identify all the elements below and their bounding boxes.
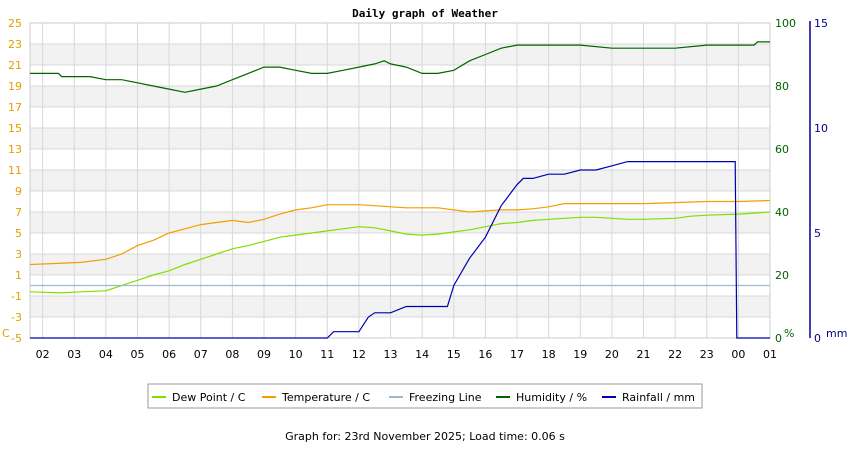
x-tick-label: 12 — [352, 348, 366, 361]
y-tick-label-temp: 19 — [8, 80, 22, 93]
grid-band — [30, 296, 770, 317]
series-line — [29, 199, 771, 266]
y-tick-label-temp: 13 — [8, 143, 22, 156]
x-tick-label: 18 — [542, 348, 556, 361]
x-tick-label: 20 — [605, 348, 619, 361]
legend: Dew Point / C Temperature / C Freezing Lin… — [147, 383, 703, 409]
grid-band — [30, 44, 770, 65]
y-tick-label-temp: 9 — [15, 185, 22, 198]
legend-label: Rainfall / mm — [622, 391, 695, 404]
x-tick-label: 21 — [637, 348, 651, 361]
y-tick-label-rain: 5 — [814, 227, 821, 240]
grid-band — [30, 170, 770, 191]
x-tick-label: 16 — [478, 348, 492, 361]
x-tick-label: 00 — [731, 348, 745, 361]
chart-title: Daily graph of Weather — [352, 7, 498, 20]
grid-band — [30, 233, 770, 254]
x-tick-label: 22 — [668, 348, 682, 361]
x-tick-label: 09 — [257, 348, 271, 361]
y-axis-unit-rain: mm — [826, 327, 847, 340]
legend-label: Temperature / C — [281, 391, 370, 404]
grid-band — [30, 23, 770, 44]
y-tick-label-humidity: 100 — [775, 17, 796, 30]
grid-band — [30, 149, 770, 170]
y-tick-label-temp: 15 — [8, 122, 22, 135]
plot-frame — [29, 22, 771, 339]
series-line — [30, 161, 770, 339]
y-tick-label-temp: -1 — [11, 290, 22, 303]
x-tick-label: 02 — [36, 348, 50, 361]
x-tick-label: 10 — [289, 348, 303, 361]
y-tick-label-humidity: 40 — [775, 206, 789, 219]
y-tick-label-temp: -3 — [11, 311, 22, 324]
plot-series — [29, 41, 771, 339]
grid-band — [30, 65, 770, 86]
x-tick-label: 23 — [700, 348, 714, 361]
series-line — [29, 211, 771, 294]
y-tick-label-temp: 11 — [8, 164, 22, 177]
y-tick-label-rain: 15 — [814, 17, 828, 30]
x-tick-label: 17 — [510, 348, 524, 361]
y-tick-label-temp: 5 — [15, 227, 22, 240]
footer-text: Graph for: 23rd November 2025; Load time… — [285, 430, 565, 443]
x-tick-label: 13 — [384, 348, 398, 361]
grid-band — [30, 254, 770, 275]
plot-bands — [30, 23, 770, 338]
y-tick-label-temp: -5 — [11, 332, 22, 345]
legend-label: Humidity / % — [516, 391, 587, 404]
grid-band — [30, 107, 770, 128]
x-tick-label: 07 — [194, 348, 208, 361]
y-axis-unit-temp: C — [2, 327, 10, 340]
grid-band — [30, 128, 770, 149]
legend-label: Freezing Line — [409, 391, 482, 404]
x-tick-label: 11 — [320, 348, 334, 361]
y-tick-label-rain: 0 — [814, 332, 821, 345]
x-tick-label: 04 — [99, 348, 113, 361]
y-tick-label-humidity: 80 — [775, 80, 789, 93]
x-tick-label: 05 — [131, 348, 145, 361]
y-tick-label-temp: 7 — [15, 206, 22, 219]
x-tick-label: 06 — [162, 348, 176, 361]
grid-band — [30, 191, 770, 212]
y-tick-label-temp: 3 — [15, 248, 22, 261]
y-tick-label-temp: 25 — [8, 17, 22, 30]
x-tick-label: 19 — [573, 348, 587, 361]
x-tick-label: 08 — [225, 348, 239, 361]
grid-band — [30, 212, 770, 233]
legend-label: Dew Point / C — [172, 391, 246, 404]
y-tick-label-temp: 1 — [15, 269, 22, 282]
series-line — [30, 41, 770, 93]
x-tick-label: 15 — [447, 348, 461, 361]
y-tick-label-rain: 10 — [814, 122, 828, 135]
x-tick-label: 14 — [415, 348, 429, 361]
y-tick-label-temp: 17 — [8, 101, 22, 114]
x-tick-label: 03 — [67, 348, 81, 361]
grid-band — [30, 317, 770, 338]
x-tick-label: 01 — [763, 348, 777, 361]
grid-band — [30, 86, 770, 107]
y-tick-label-humidity: 60 — [775, 143, 789, 156]
y-tick-label-temp: 23 — [8, 38, 22, 51]
y-tick-label-humidity: 20 — [775, 269, 789, 282]
y-tick-label-temp: 21 — [8, 59, 22, 72]
y-tick-label-humidity: 0 — [775, 332, 782, 345]
y-axis-unit-humidity: % — [784, 327, 794, 340]
